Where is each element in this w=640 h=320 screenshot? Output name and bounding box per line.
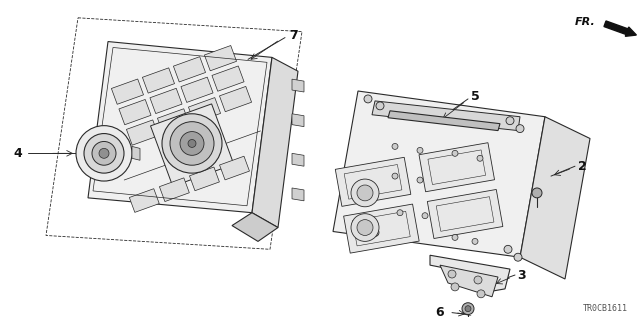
Circle shape bbox=[451, 283, 459, 291]
Circle shape bbox=[351, 214, 379, 241]
Polygon shape bbox=[188, 98, 221, 123]
Circle shape bbox=[506, 117, 514, 125]
Polygon shape bbox=[292, 153, 304, 166]
Polygon shape bbox=[212, 66, 244, 91]
Polygon shape bbox=[335, 157, 411, 206]
Polygon shape bbox=[46, 18, 302, 249]
Circle shape bbox=[170, 122, 214, 165]
Circle shape bbox=[392, 173, 398, 179]
Polygon shape bbox=[419, 143, 495, 192]
Text: 4: 4 bbox=[13, 147, 22, 160]
Polygon shape bbox=[173, 57, 205, 82]
Circle shape bbox=[84, 133, 124, 173]
Circle shape bbox=[514, 253, 522, 261]
Polygon shape bbox=[388, 111, 500, 131]
Circle shape bbox=[392, 143, 398, 149]
Polygon shape bbox=[111, 79, 143, 104]
Circle shape bbox=[465, 306, 471, 312]
Circle shape bbox=[448, 270, 456, 278]
Circle shape bbox=[516, 125, 524, 132]
Circle shape bbox=[92, 141, 116, 165]
Polygon shape bbox=[292, 188, 304, 201]
Polygon shape bbox=[142, 68, 175, 93]
Circle shape bbox=[376, 102, 384, 110]
Circle shape bbox=[364, 95, 372, 103]
Text: 7: 7 bbox=[289, 29, 298, 42]
Circle shape bbox=[76, 126, 132, 181]
Polygon shape bbox=[520, 117, 590, 279]
Circle shape bbox=[462, 303, 474, 315]
Circle shape bbox=[504, 245, 512, 253]
Polygon shape bbox=[129, 189, 159, 212]
Polygon shape bbox=[220, 86, 252, 112]
Polygon shape bbox=[292, 79, 304, 92]
Text: 3: 3 bbox=[518, 268, 526, 282]
Circle shape bbox=[180, 132, 204, 155]
Polygon shape bbox=[181, 77, 213, 102]
Circle shape bbox=[99, 148, 109, 158]
Text: 2: 2 bbox=[578, 160, 586, 173]
FancyArrow shape bbox=[604, 21, 636, 36]
Circle shape bbox=[357, 220, 373, 236]
Polygon shape bbox=[344, 204, 419, 253]
Circle shape bbox=[188, 140, 196, 148]
Circle shape bbox=[357, 185, 373, 201]
Text: FR.: FR. bbox=[575, 17, 596, 27]
Polygon shape bbox=[440, 265, 498, 297]
Circle shape bbox=[477, 290, 485, 298]
Circle shape bbox=[361, 222, 369, 229]
Circle shape bbox=[452, 235, 458, 240]
Polygon shape bbox=[372, 101, 520, 131]
Polygon shape bbox=[88, 42, 272, 213]
Circle shape bbox=[371, 228, 379, 236]
Polygon shape bbox=[428, 189, 503, 238]
Polygon shape bbox=[232, 213, 278, 241]
Polygon shape bbox=[132, 147, 140, 160]
Text: 6: 6 bbox=[436, 306, 444, 319]
Circle shape bbox=[351, 179, 379, 207]
Polygon shape bbox=[119, 100, 151, 125]
Circle shape bbox=[474, 276, 482, 284]
Polygon shape bbox=[157, 109, 189, 134]
Circle shape bbox=[417, 148, 423, 153]
Polygon shape bbox=[150, 104, 234, 186]
Polygon shape bbox=[220, 156, 250, 180]
Circle shape bbox=[532, 188, 542, 198]
Text: TR0CB1611: TR0CB1611 bbox=[583, 304, 628, 313]
Polygon shape bbox=[159, 178, 189, 202]
Polygon shape bbox=[204, 45, 237, 71]
Circle shape bbox=[422, 213, 428, 219]
Circle shape bbox=[397, 210, 403, 216]
Circle shape bbox=[477, 155, 483, 161]
Polygon shape bbox=[333, 91, 545, 257]
Circle shape bbox=[162, 114, 222, 173]
Polygon shape bbox=[292, 114, 304, 127]
Polygon shape bbox=[430, 255, 510, 292]
Text: 5: 5 bbox=[470, 91, 479, 103]
Circle shape bbox=[472, 238, 478, 244]
Polygon shape bbox=[127, 120, 159, 145]
Circle shape bbox=[417, 177, 423, 183]
Polygon shape bbox=[150, 88, 182, 114]
Polygon shape bbox=[189, 167, 220, 191]
Circle shape bbox=[452, 150, 458, 156]
Polygon shape bbox=[252, 57, 298, 228]
